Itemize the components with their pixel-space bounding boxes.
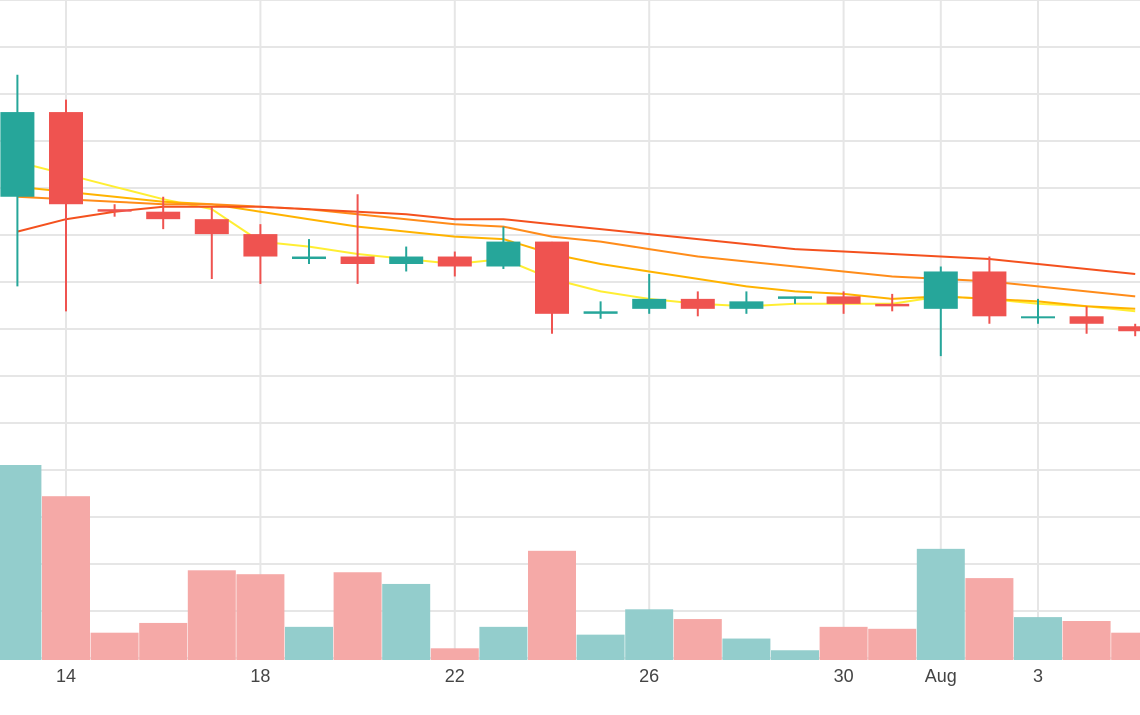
candle-body (826, 296, 861, 304)
volume-bar (1062, 621, 1111, 660)
volume-bar (673, 619, 722, 660)
volume-bar (1111, 632, 1140, 660)
x-tick-label: 22 (445, 666, 465, 686)
candle-body (340, 256, 375, 264)
candle-body (146, 211, 181, 220)
moving-average-lines (17, 160, 1136, 313)
candle-body (923, 271, 958, 309)
candle-body (0, 112, 35, 197)
x-tick-label: 26 (639, 666, 659, 686)
volume-bar (382, 583, 431, 660)
volume-bar (868, 628, 917, 660)
candle-body (194, 219, 229, 235)
candle-body (389, 256, 424, 264)
candles (0, 74, 1140, 357)
volume-bar (479, 626, 528, 660)
volume-bar (965, 578, 1014, 660)
candle-body (729, 301, 764, 309)
volume-bar (285, 626, 333, 660)
candle-body (486, 241, 521, 267)
volume-bar (819, 626, 868, 660)
volume-bar (333, 572, 382, 660)
candle-body (632, 298, 667, 309)
volume-bar (916, 548, 965, 660)
candle-body (437, 256, 472, 267)
volume-bar (90, 632, 139, 660)
candle-body (49, 112, 83, 205)
x-axis: 14 18 22 26 30 Aug 3 (56, 666, 1043, 686)
candle-body (875, 303, 910, 307)
volume-bar (576, 634, 625, 660)
candle-body (972, 271, 1007, 317)
moving-average-line (17, 160, 1136, 313)
volume-bar (187, 570, 236, 660)
candle-body (1021, 316, 1055, 319)
candle-body (535, 241, 569, 314)
candle-body (97, 209, 132, 212)
candle-body (292, 256, 326, 260)
moving-average-line (17, 205, 1136, 275)
volume-bar (625, 609, 674, 660)
candle-body (243, 234, 278, 257)
volume-bar (0, 465, 42, 660)
x-tick-label: 3 (1033, 666, 1043, 686)
volume-bar (528, 550, 576, 660)
x-tick-label: Aug (925, 666, 957, 686)
volume-bar (771, 650, 819, 660)
x-tick-label: 14 (56, 666, 76, 686)
volume-bar (722, 638, 771, 660)
volume-bar (1014, 617, 1062, 660)
volume-bar (236, 574, 285, 660)
x-tick-label: 18 (250, 666, 270, 686)
volume-bar (42, 496, 90, 660)
candle-body (778, 296, 812, 299)
candle-body (583, 311, 618, 314)
x-tick-label: 30 (834, 666, 854, 686)
candle-body (1118, 326, 1140, 332)
candle-body (1069, 316, 1104, 324)
candle-body (680, 298, 715, 309)
volume-bars (0, 465, 1140, 660)
volume-bar (139, 622, 188, 660)
volume-bar (430, 648, 479, 660)
